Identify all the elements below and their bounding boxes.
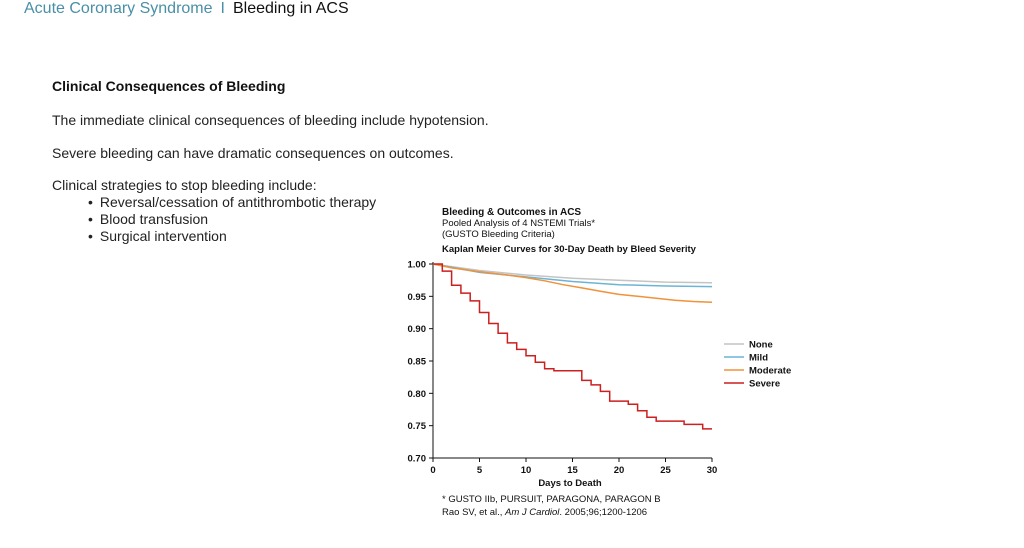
- legend-label: Moderate: [749, 366, 791, 377]
- list-item: Reversal/cessation of antithrombotic the…: [88, 194, 376, 211]
- list-item: Blood transfusion: [88, 211, 376, 228]
- strategy-list: Reversal/cessation of antithrombotic the…: [88, 194, 376, 245]
- paragraph-outcomes: Severe bleeding can have dramatic conseq…: [52, 145, 454, 161]
- y-tick-label: 0.70: [408, 454, 427, 465]
- header-separator: I: [220, 0, 225, 17]
- chart-subtitle-2: (GUSTO Bleeding Criteria): [442, 229, 555, 240]
- x-tick-label: 10: [521, 465, 532, 476]
- x-axis-label: Days to Death: [538, 478, 602, 489]
- y-tick-label: 0.75: [408, 421, 427, 432]
- slide-header: Acute Coronary Syndrome I Bleeding in ACS: [24, 0, 349, 18]
- section-title: Clinical Consequences of Bleeding: [52, 78, 286, 94]
- legend-label: Severe: [749, 379, 780, 390]
- legend-label: Mild: [749, 353, 768, 364]
- series-line-none: [432, 263, 713, 284]
- chart-title: Bleeding & Outcomes in ACS: [442, 207, 581, 218]
- chart-legend: None Mild Moderate Severe: [724, 340, 791, 390]
- chart-subtitle-1: Pooled Analysis of 4 NSTEMI Trials*: [442, 218, 595, 229]
- y-tick-label: 0.85: [408, 357, 427, 368]
- citation-journal: Am J Cardiol: [504, 507, 560, 518]
- series-line-severe: [433, 263, 712, 430]
- citation: Rao SV, et al., Am J Cardiol. 2005;96;12…: [442, 507, 647, 518]
- paragraph-strategies: Clinical strategies to stop bleeding inc…: [52, 177, 317, 193]
- x-tick-label: 15: [567, 465, 578, 476]
- x-tick-label: 30: [707, 465, 718, 476]
- chart-series: [432, 263, 713, 430]
- header-subtitle: Bleeding in ACS: [232, 0, 349, 17]
- x-tick-label: 0: [430, 465, 435, 476]
- x-tick-label: 25: [660, 465, 671, 476]
- legend-label: None: [749, 340, 773, 351]
- series-line-moderate: [432, 263, 713, 303]
- footnote: * GUSTO IIb, PURSUIT, PARAGONA, PARAGON …: [442, 494, 661, 505]
- chart-heading: Kaplan Meier Curves for 30-Day Death by …: [442, 244, 697, 255]
- x-tick-label: 20: [614, 465, 625, 476]
- km-chart: Bleeding & Outcomes in ACS Pooled Analys…: [408, 207, 792, 518]
- list-item: Surgical intervention: [88, 228, 376, 245]
- y-tick-label: 0.80: [408, 389, 427, 400]
- paragraph-hypotension: The immediate clinical consequences of b…: [52, 112, 489, 128]
- x-tick-label: 5: [477, 465, 483, 476]
- y-tick-label: 0.90: [408, 324, 427, 335]
- header-topic: Acute Coronary Syndrome: [24, 0, 213, 17]
- series-line-mild: [432, 263, 713, 288]
- chart-axes: 1.00 0.95 0.90 0.85 0.80 0.75 0.700 5 10 15 20 25 30: [408, 260, 718, 477]
- y-tick-label: 0.95: [408, 292, 427, 303]
- citation-prefix: Rao SV, et al.,: [442, 507, 505, 518]
- y-tick-label: 1.00: [408, 260, 427, 271]
- citation-suffix: . 2005;96;1200-1206: [559, 507, 647, 518]
